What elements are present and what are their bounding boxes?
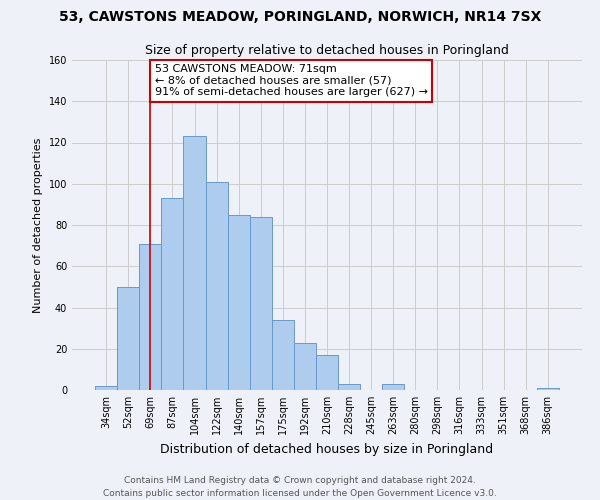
Bar	[250, 217, 272, 390]
X-axis label: Distribution of detached houses by size in Poringland: Distribution of detached houses by size …	[160, 442, 494, 456]
Text: Contains HM Land Registry data © Crown copyright and database right 2024.
Contai: Contains HM Land Registry data © Crown c…	[103, 476, 497, 498]
Bar	[139, 244, 161, 390]
Bar	[184, 136, 206, 390]
Title: Size of property relative to detached houses in Poringland: Size of property relative to detached ho…	[145, 44, 509, 58]
Bar	[537, 388, 559, 390]
Text: 53, CAWSTONS MEADOW, PORINGLAND, NORWICH, NR14 7SX: 53, CAWSTONS MEADOW, PORINGLAND, NORWICH…	[59, 10, 541, 24]
Bar	[316, 355, 338, 390]
Bar	[161, 198, 184, 390]
Bar	[117, 287, 139, 390]
Bar	[338, 384, 360, 390]
Bar	[227, 214, 250, 390]
Bar	[272, 320, 294, 390]
Bar	[382, 384, 404, 390]
Bar	[294, 342, 316, 390]
Text: 53 CAWSTONS MEADOW: 71sqm
← 8% of detached houses are smaller (57)
91% of semi-d: 53 CAWSTONS MEADOW: 71sqm ← 8% of detach…	[155, 64, 428, 98]
Y-axis label: Number of detached properties: Number of detached properties	[33, 138, 43, 312]
Bar	[95, 386, 117, 390]
Bar	[206, 182, 227, 390]
